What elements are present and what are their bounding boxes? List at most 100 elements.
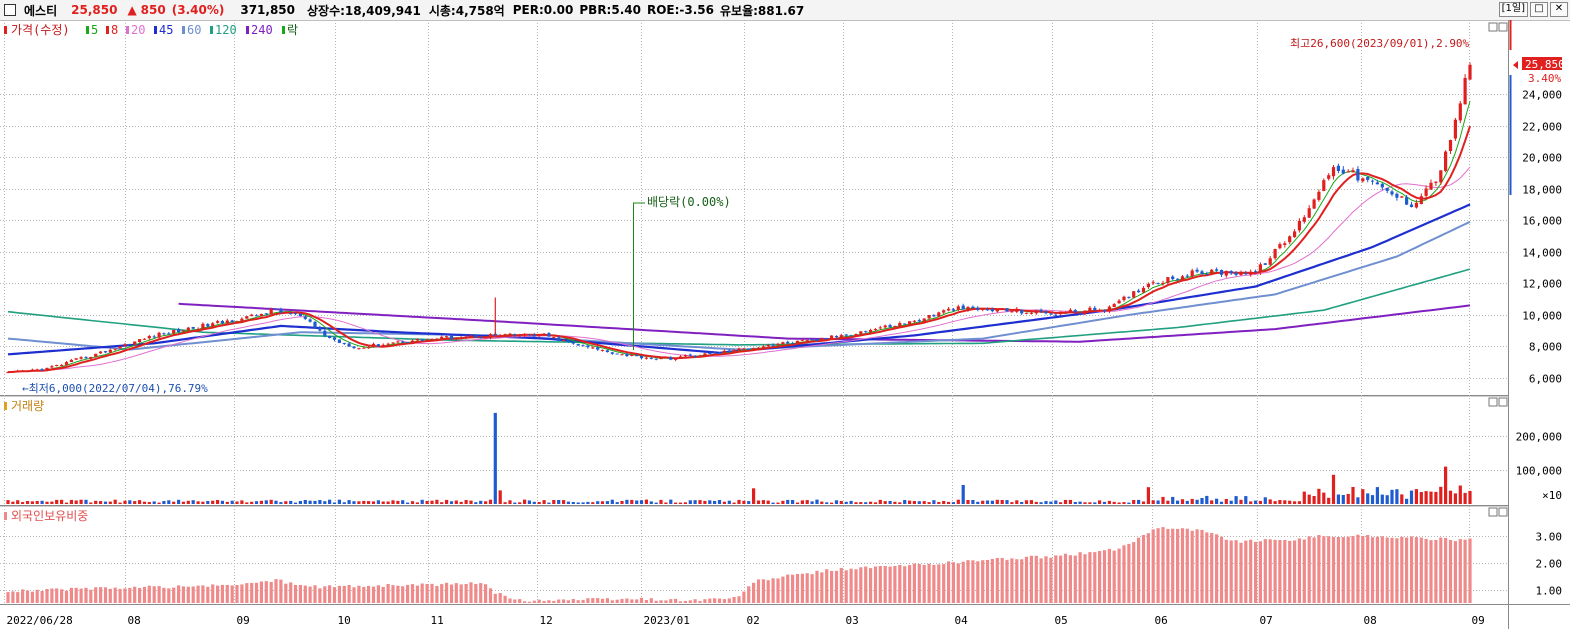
volume-bar <box>971 500 975 504</box>
foreign-ratio-bar <box>493 593 497 603</box>
foreign-ratio-bar <box>1219 536 1224 603</box>
candle-body <box>123 344 127 346</box>
foreign-ratio-bar <box>464 584 468 603</box>
candle-body <box>922 318 926 322</box>
foreign-ratio-bar <box>766 580 770 603</box>
candle-body <box>600 349 605 351</box>
volume-bar <box>523 499 527 504</box>
volume-bar <box>888 501 892 504</box>
foreign-ratio-bar <box>1312 537 1316 603</box>
foreign-tick-label: 1.00 <box>1536 585 1563 598</box>
stock-name[interactable]: 에스티 <box>24 3 58 18</box>
close-icon[interactable]: ✕ <box>1550 2 1568 17</box>
foreign-ratio-bar <box>1088 552 1092 603</box>
candle-body <box>630 355 634 356</box>
candle-body <box>191 327 195 329</box>
candle-body <box>917 320 921 322</box>
volume-bar <box>1132 500 1136 504</box>
candle-body <box>445 336 449 338</box>
volume-bar <box>1093 502 1097 504</box>
candle-body <box>722 350 726 354</box>
volume-bar <box>635 500 639 504</box>
candle-body <box>810 339 814 341</box>
volume-bar <box>415 502 419 504</box>
foreign-ratio-bar <box>1063 553 1068 603</box>
period-button[interactable]: [1일] <box>1498 2 1528 17</box>
volume-bar <box>1244 496 1248 504</box>
foreign-ratio-bar <box>289 582 293 603</box>
volume-bar <box>225 501 229 504</box>
volume-bar <box>961 485 965 504</box>
volume-bar <box>401 500 405 504</box>
candle-body <box>264 313 268 315</box>
candle-body <box>254 315 259 317</box>
foreign-ratio-bar <box>211 584 215 603</box>
volume-bar <box>1468 490 1472 504</box>
volume-bar <box>201 501 205 504</box>
volume-bar <box>776 502 780 504</box>
volume-bar <box>1127 502 1131 504</box>
candle-body <box>795 340 800 344</box>
foreign-ratio-bar <box>1414 537 1418 603</box>
candle-body <box>1180 276 1185 281</box>
candle-body <box>1205 274 1209 275</box>
candle-body <box>649 357 653 359</box>
candle-body <box>1244 273 1248 275</box>
candle-body <box>1141 287 1146 293</box>
foreign-ratio-bar <box>415 585 419 603</box>
foreign-ratio-bar <box>523 601 527 603</box>
candle-body <box>1137 290 1141 293</box>
volume-unit-label: ×10 <box>1542 489 1562 502</box>
ex-legend-label: 락 <box>287 23 298 37</box>
volume-bar <box>732 502 736 504</box>
foreign-ratio-bar <box>562 599 566 603</box>
foreign-ratio-bar <box>1263 539 1267 603</box>
price-legend-label: 가격(수정) <box>11 23 70 37</box>
foreign-ratio-bar <box>947 561 951 603</box>
volume-bar <box>1229 500 1233 504</box>
window-maximize-icon[interactable]: □ <box>1530 2 1548 17</box>
foreign-ratio-bar <box>25 590 30 603</box>
foreign-ratio-bar <box>810 574 814 603</box>
market-cap: 시총:4,758억 <box>428 3 505 18</box>
foreign-ratio-bar <box>474 583 478 603</box>
foreign-ratio-bar <box>995 558 999 603</box>
candle-body <box>932 314 936 317</box>
candle-body <box>1024 312 1029 314</box>
foreign-ratio-bar <box>406 584 410 603</box>
volume-bar <box>1390 489 1394 504</box>
candle-body <box>55 365 59 366</box>
foreign-ratio-bar <box>293 585 298 603</box>
candle-body <box>693 355 697 357</box>
volume-bar <box>211 500 215 504</box>
candle-body <box>16 370 20 372</box>
volume-bar <box>245 502 249 504</box>
candle-body <box>103 351 108 353</box>
volume-bar <box>367 501 371 504</box>
volume-bar <box>328 499 332 504</box>
candle-body <box>732 350 736 353</box>
foreign-ratio-bar <box>922 564 926 603</box>
candle-body <box>513 334 517 336</box>
candle-body <box>713 352 717 354</box>
volume-bar <box>966 500 970 504</box>
ma-legend-label: 120 <box>215 23 237 37</box>
foreign-ratio-bar <box>6 592 10 603</box>
foreign-ratio-bar <box>445 582 449 603</box>
candle-body <box>937 312 941 317</box>
candle-body <box>995 309 999 312</box>
volume-bar <box>1331 474 1336 504</box>
select-checkbox[interactable] <box>4 4 16 16</box>
foreign-ratio-bar <box>1215 534 1219 603</box>
foreign-ratio-bar <box>576 600 580 603</box>
volume-bar <box>172 501 176 504</box>
candle-body <box>1015 308 1019 312</box>
volume-bar <box>337 499 341 504</box>
foreign-ratio-bar <box>951 562 955 603</box>
candle-body <box>1044 311 1048 314</box>
candle-body <box>961 305 965 310</box>
foreign-ratio-bar <box>108 588 112 603</box>
foreign-ratio-bar <box>1439 537 1443 603</box>
foreign-ratio-bar <box>391 585 395 603</box>
panel-buttons[interactable] <box>1488 22 1508 517</box>
